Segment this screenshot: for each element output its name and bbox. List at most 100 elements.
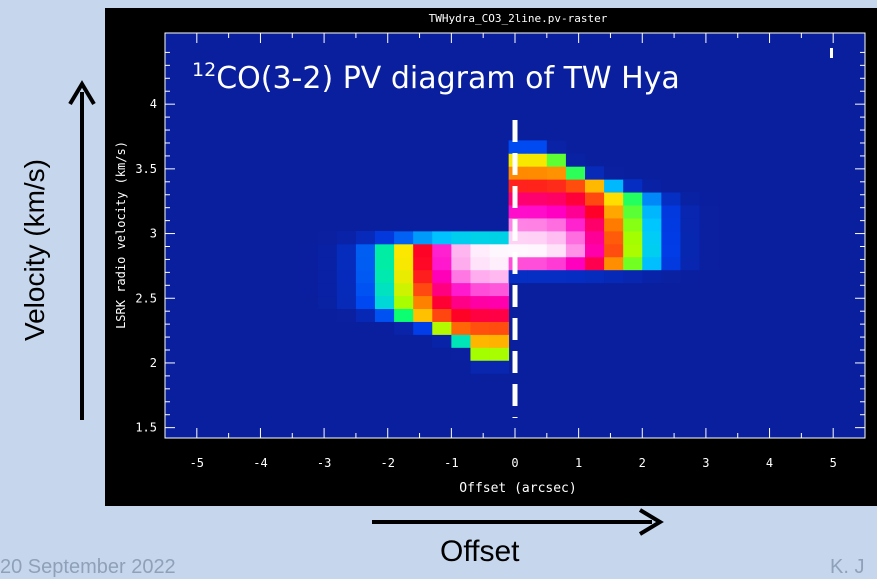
y-tick-label: 2.5: [135, 291, 157, 305]
heatmap-cell: [546, 153, 567, 167]
heatmap-cell: [470, 243, 490, 258]
heatmap-cell: [546, 179, 567, 193]
heatmap-cell: [375, 295, 395, 310]
heatmap-cell: [546, 243, 567, 258]
heatmap-cell: [680, 205, 700, 219]
heatmap-cell: [317, 295, 338, 310]
heatmap-cell: [623, 256, 643, 271]
heatmap-cell: [623, 179, 643, 193]
x-tick-label: -5: [190, 456, 204, 470]
heatmap-cell: [375, 230, 395, 245]
heatmap-cell: [585, 166, 605, 180]
heatmap-cell: [565, 179, 586, 193]
x-axis-label: Offset (arcsec): [459, 481, 576, 496]
y-tick-label: 3.5: [135, 162, 157, 176]
pv-viewer-panel: TWHydra_CO3_2line.pv-raster -5 -4 -3 -2 -1 0 1…: [105, 8, 877, 506]
heatmap-cell: [375, 308, 395, 322]
heatmap-cell: [604, 205, 624, 219]
heatmap-cell: [394, 230, 414, 245]
heatmap-cell: [623, 192, 643, 206]
heatmap-cell: [661, 205, 681, 219]
heatmap-cell: [508, 153, 529, 167]
heatmap-cell: [489, 256, 510, 271]
heatmap-cell: [565, 166, 586, 180]
heatmap-cell: [585, 256, 605, 271]
heatmap-cell: [604, 218, 624, 232]
heatmap-cell: [470, 256, 490, 271]
heatmap-cell: [604, 243, 624, 258]
heatmap-cell: [604, 179, 624, 193]
heatmap-cell: [527, 153, 548, 167]
y-tick-label: 4: [150, 97, 157, 111]
heatmap-cell: [336, 256, 357, 271]
heatmap-cell: [451, 218, 471, 232]
viewer-window-title: TWHydra_CO3_2line.pv-raster: [429, 12, 608, 25]
heatmap-cell: [508, 166, 529, 180]
heatmap-cell: [623, 218, 643, 232]
heatmap-cell: [413, 218, 433, 232]
heatmap-cell: [585, 218, 605, 232]
y-axis-label: LSRK radio velocity (km/s): [114, 141, 128, 329]
heatmap-cell: [680, 243, 700, 258]
heatmap-cell: [394, 282, 414, 297]
heatmap-cell: [489, 218, 510, 232]
heatmap-cell: [546, 205, 567, 219]
heatmap-cell: [565, 230, 586, 245]
heatmap-cell: [489, 295, 510, 310]
heatmap-cell: [355, 269, 376, 284]
heatmap-cell: [661, 243, 681, 258]
heatmap-cell: [451, 243, 471, 258]
heatmap-cell: [642, 230, 662, 245]
x-tick-label: 3: [702, 456, 709, 470]
heatmap-cell: [413, 282, 433, 297]
heatmap-cell: [527, 192, 548, 206]
heatmap-cell: [527, 218, 548, 232]
slide-offset-axis-label: Offset: [440, 535, 520, 568]
heatmap-cell: [585, 243, 605, 258]
heatmap-cell: [375, 256, 395, 271]
heatmap-cell: [546, 218, 567, 232]
heatmap-cell: [394, 308, 414, 322]
heatmap-cell: [470, 347, 490, 361]
heatmap-cell: [508, 269, 529, 284]
heatmap-cell: [394, 295, 414, 310]
heatmap-cell: [489, 269, 510, 284]
heatmap-cell: [699, 243, 720, 258]
heatmap-cell: [546, 256, 567, 271]
heatmap-cell: [451, 334, 471, 348]
heatmap-cell: [298, 269, 319, 284]
heatmap-cell: [680, 269, 700, 284]
heatmap-cell: [565, 218, 586, 232]
heatmap-cell: [527, 243, 548, 258]
heatmap-cell: [470, 218, 490, 232]
heatmap-cell: [623, 243, 643, 258]
heatmap-cell: [355, 282, 376, 297]
heatmap-cell: [470, 269, 490, 284]
slide-date: 20 September 2022: [0, 556, 176, 578]
beam-marker: [830, 48, 833, 58]
heatmap-cell: [451, 295, 471, 310]
heatmap-cell: [508, 140, 529, 154]
heatmap-cell: [394, 218, 414, 232]
heatmap-cell: [604, 256, 624, 271]
heatmap-cell: [604, 192, 624, 206]
slide-author: K. J: [830, 556, 865, 578]
heatmap-cell: [355, 230, 376, 245]
heatmap-cell: [642, 205, 662, 219]
heatmap-cell: [432, 321, 452, 335]
heatmap-cell: [699, 205, 720, 219]
overlay-title-superscript: 12: [192, 59, 216, 81]
heatmap-cell: [527, 166, 548, 180]
x-tick-label: -4: [253, 456, 267, 470]
heatmap-cell: [413, 230, 433, 245]
heatmap-cell: [527, 230, 548, 245]
heatmap-cell: [489, 308, 510, 322]
heatmap-cell: [317, 269, 338, 284]
heatmap-cell: [489, 334, 510, 348]
heatmap-cell: [661, 269, 681, 284]
heatmap-cell: [565, 192, 586, 206]
heatmap-cell: [661, 230, 681, 245]
heatmap-cell: [470, 321, 490, 335]
heatmap-cell: [317, 282, 338, 297]
